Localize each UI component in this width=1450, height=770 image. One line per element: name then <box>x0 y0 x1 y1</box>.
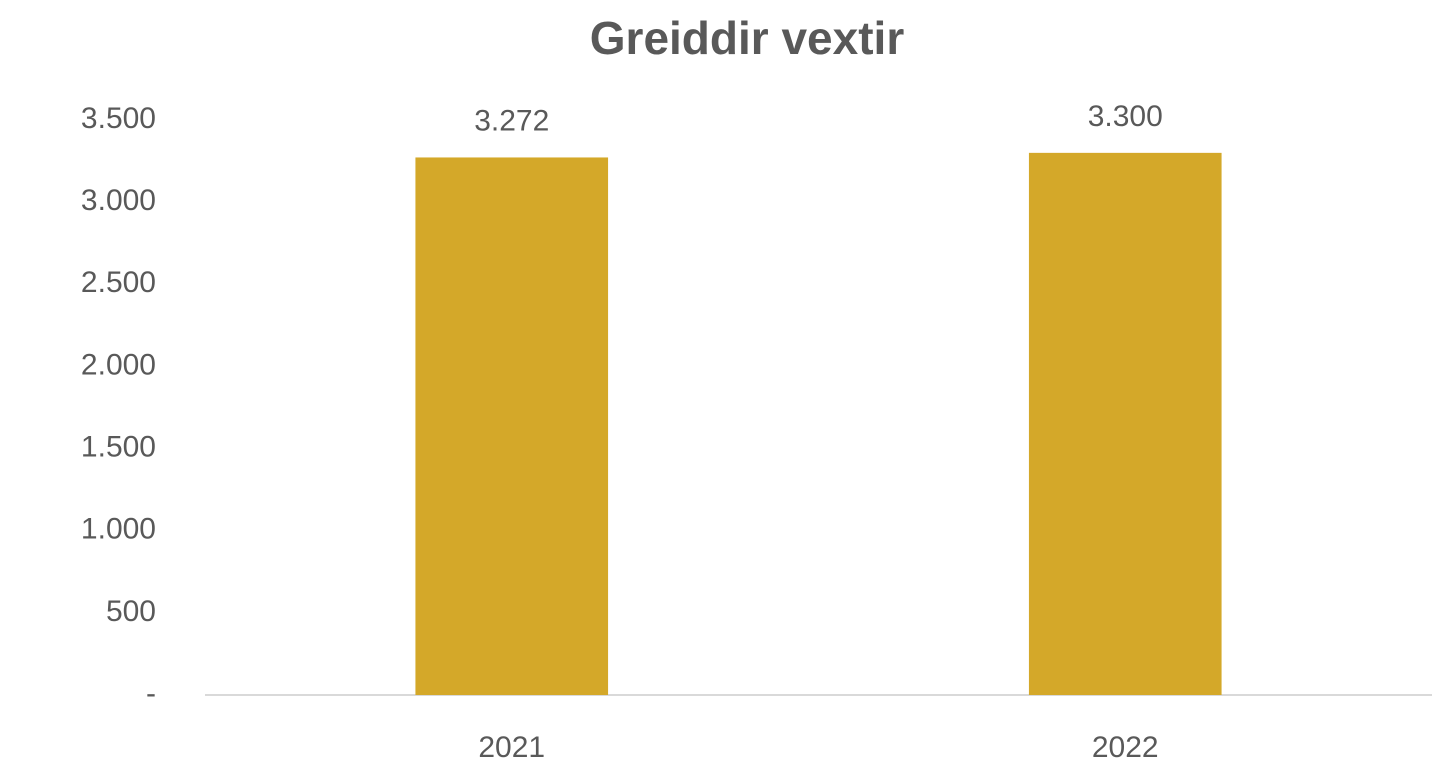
y-tick-label: 1.500 <box>81 430 156 463</box>
y-tick-label: 500 <box>106 595 156 628</box>
y-tick-label: 2.500 <box>81 266 156 299</box>
y-tick-label: 3.000 <box>81 184 156 217</box>
y-tick-label: 3.500 <box>81 102 156 135</box>
y-tick-label: 1.000 <box>81 513 156 546</box>
data-label: 3.272 <box>474 104 549 137</box>
y-tick-label: - <box>146 677 156 710</box>
data-label: 3.300 <box>1088 100 1163 133</box>
bar <box>415 157 609 695</box>
bar <box>1028 152 1222 695</box>
x-tick-label: 2021 <box>478 731 545 764</box>
x-tick-label: 2022 <box>1092 731 1159 764</box>
chart-title: Greiddir vextir <box>590 12 905 64</box>
y-tick-label: 2.000 <box>81 348 156 381</box>
